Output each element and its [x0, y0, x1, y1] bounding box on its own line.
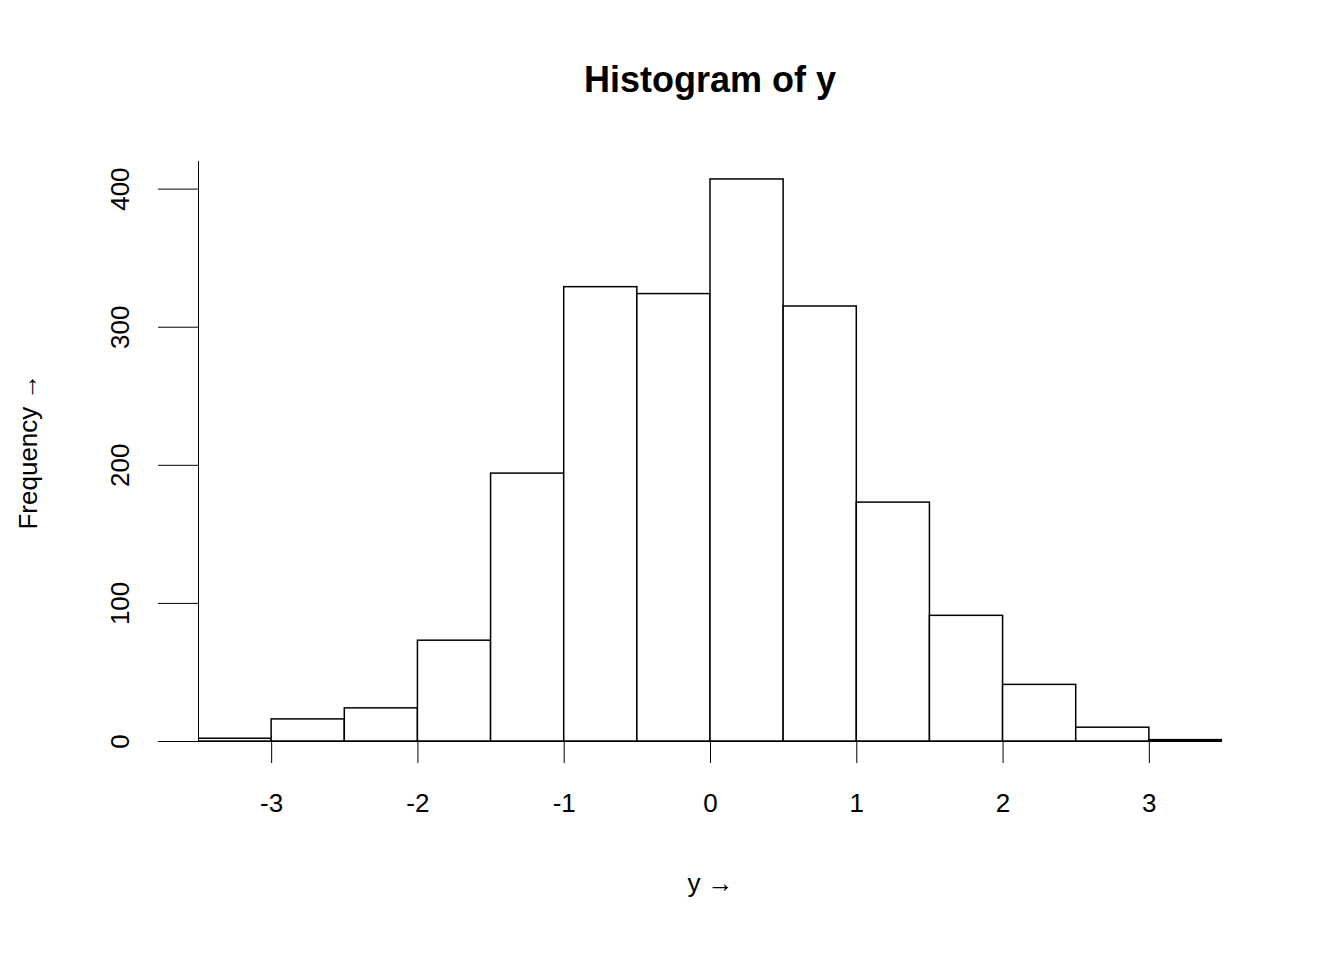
svg-text:300: 300: [105, 306, 135, 349]
svg-text:Frequency →: Frequency →: [13, 373, 43, 529]
svg-text:400: 400: [105, 167, 135, 210]
svg-text:100: 100: [105, 582, 135, 625]
svg-text:-1: -1: [553, 788, 576, 818]
svg-text:-2: -2: [406, 788, 429, 818]
svg-text:y →: y →: [687, 868, 733, 898]
svg-text:200: 200: [105, 444, 135, 487]
svg-text:3: 3: [1142, 788, 1156, 818]
html-text:Histogram of y: Histogram of y: [584, 59, 836, 100]
svg-text:0: 0: [703, 788, 717, 818]
svg-text:1: 1: [850, 788, 864, 818]
svg-text:-3: -3: [260, 788, 283, 818]
svg-text:2: 2: [996, 788, 1010, 818]
svg-text:0: 0: [105, 734, 135, 748]
